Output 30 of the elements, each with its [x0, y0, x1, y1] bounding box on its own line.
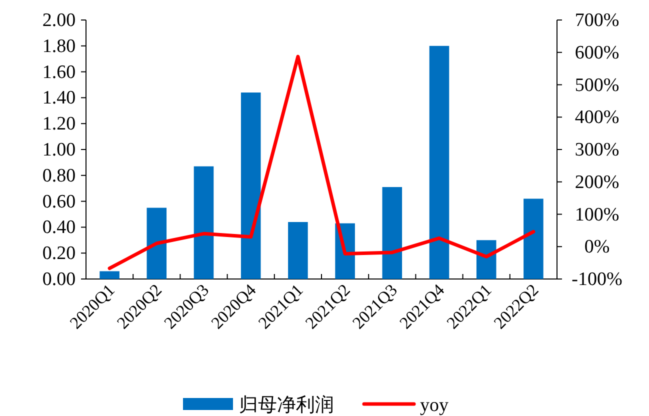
y2-tick-label: 300%: [574, 140, 620, 160]
bar: [429, 46, 450, 279]
bar: [194, 166, 214, 279]
y2-tick-label: 400%: [574, 107, 620, 128]
y-tick-label: 0.00: [42, 269, 76, 290]
y-tick-label: 1.80: [42, 36, 76, 57]
y-tick-label: 0.40: [42, 217, 76, 238]
y-tick-label: 0.80: [42, 165, 76, 186]
y2-tick-label: 500%: [574, 74, 620, 96]
y-tick-label: 0.60: [42, 191, 76, 212]
legend-label: 归母净利润: [239, 394, 334, 416]
bar: [524, 198, 544, 279]
y2-tick-label: 200%: [574, 172, 620, 193]
y-tick-label: 2.00: [42, 10, 76, 31]
y-tick-label: 1.00: [42, 140, 76, 160]
bar: [288, 222, 308, 279]
y2-tick-label: -100%: [572, 269, 622, 290]
y2-tick-label: 0%: [584, 236, 610, 258]
y-tick-label: 1.40: [42, 88, 76, 109]
bar: [240, 92, 261, 279]
bar: [382, 187, 402, 279]
y-tick-label: 1.20: [42, 114, 76, 135]
y2-tick-label: 700%: [574, 10, 620, 31]
bar: [146, 208, 167, 279]
y-tick-label: 1.60: [42, 62, 76, 83]
legend-label: yoy: [420, 395, 449, 416]
y2-tick-label: 100%: [574, 204, 620, 226]
y2-tick-label: 600%: [574, 42, 620, 64]
bar: [100, 271, 120, 279]
y-tick-label: 0.20: [42, 243, 76, 264]
